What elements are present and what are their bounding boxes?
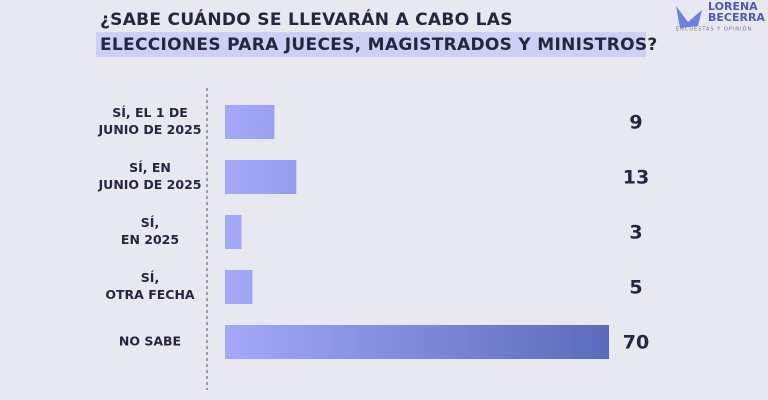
category-label: SÍ, [141,215,159,230]
logo-name: LORENA [708,0,758,13]
logo-name: BECERRA [708,11,765,24]
bar [225,270,253,304]
logo-tagline: ENCUESTAS Y OPINIÓN [676,26,752,33]
bar [225,215,242,249]
category-label: EN 2025 [121,232,179,247]
bar [225,105,275,139]
bar [225,325,609,359]
category-label: SÍ, [141,270,159,285]
category-label: SÍ, EN [129,160,171,175]
category-label: NO SABE [119,334,181,349]
chart-title: ¿SABE CUÁNDO SE LLEVARÁN A CABO LAS [100,8,513,30]
category-label: OTRA FECHA [105,287,195,302]
value-label: 9 [629,112,642,134]
title-highlight [96,32,646,57]
category-label: JUNIO DE 2025 [98,177,202,192]
value-label: 70 [623,332,649,354]
category-label: JUNIO DE 2025 [98,122,202,137]
value-label: 3 [629,222,642,244]
chart-title: ELECCIONES PARA JUECES, MAGISTRADOS Y MI… [100,35,658,55]
value-label: 5 [629,277,642,299]
logo-mark [676,6,702,28]
bar [225,160,297,194]
value-label: 13 [623,167,649,189]
category-label: SÍ, EL 1 DE [112,105,188,120]
